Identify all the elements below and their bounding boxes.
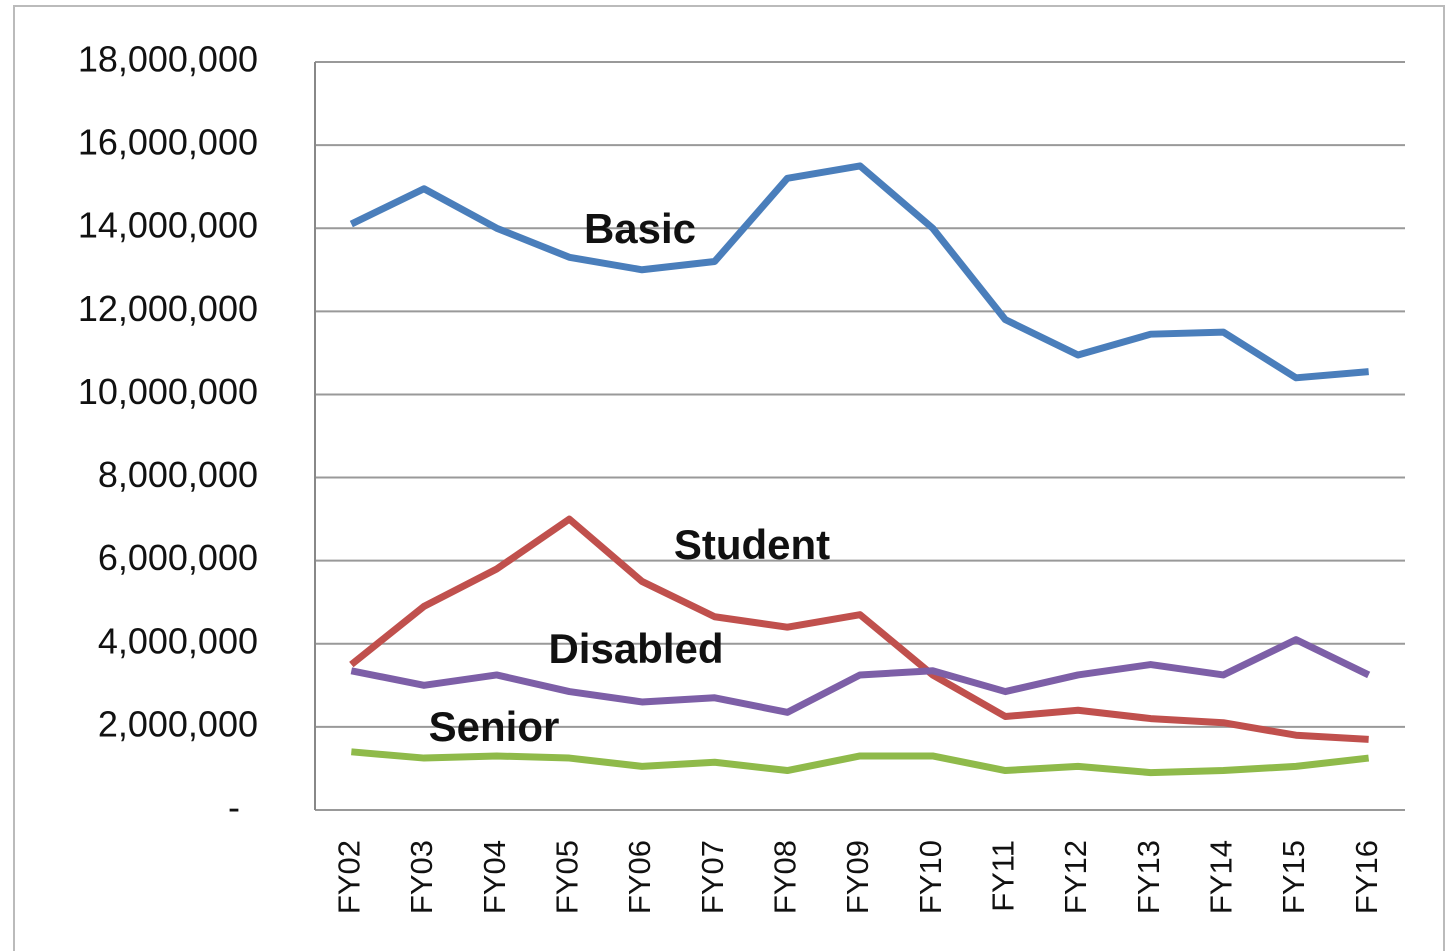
x-tick-label: FY07 [695, 840, 730, 914]
series-line [351, 748, 1370, 777]
series-label: Basic [584, 205, 696, 252]
y-tick-label: 6,000,000 [98, 537, 258, 578]
y-tick-label: 12,000,000 [78, 288, 258, 329]
series-line [349, 162, 1369, 382]
series-line [349, 515, 1369, 743]
y-tick-label: 18,000,000 [78, 39, 258, 80]
y-tick-label: 14,000,000 [78, 205, 258, 246]
y-tick-label: 2,000,000 [98, 703, 258, 744]
frame [13, 5, 1445, 951]
y-tick-label: - [228, 787, 240, 828]
x-tick-label: FY10 [913, 840, 948, 914]
x-tick-label: FY12 [1058, 840, 1093, 914]
x-tick-label: FY03 [404, 840, 439, 914]
x-tick-label: FY13 [1131, 840, 1166, 914]
y-tick-label: 8,000,000 [98, 454, 258, 495]
x-tick-label: FY09 [840, 840, 875, 914]
x-tick-label: FY11 [986, 840, 1021, 912]
series-line [350, 636, 1371, 716]
x-tick-label: FY04 [477, 840, 512, 914]
series-label: Senior [429, 703, 560, 750]
x-tick-label: FY06 [622, 840, 657, 914]
y-tick-label: 16,000,000 [78, 122, 258, 163]
y-tick-label: 10,000,000 [78, 371, 258, 412]
x-tick-label: FY15 [1276, 840, 1311, 914]
x-tick-label: FY14 [1204, 840, 1239, 914]
series-label: Student [674, 521, 830, 568]
x-tick-label: FY02 [332, 840, 367, 914]
x-tick-label: FY16 [1349, 840, 1384, 914]
series-label: Disabled [548, 625, 723, 672]
x-tick-label: FY08 [768, 840, 803, 914]
x-tick-label: FY05 [550, 840, 585, 914]
y-tick-label: 4,000,000 [98, 620, 258, 661]
